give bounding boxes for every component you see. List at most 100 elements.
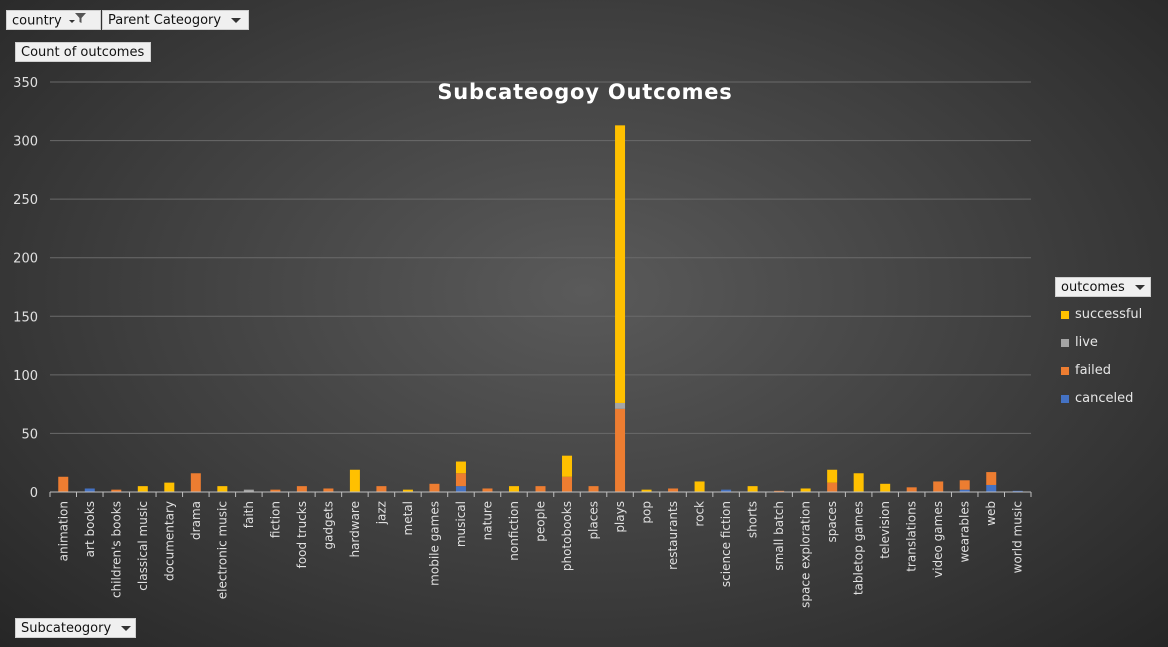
x-tick-label: photobooks: [560, 501, 574, 571]
legend-swatch-failed: [1061, 367, 1069, 375]
x-tick-label: shorts: [746, 501, 760, 538]
x-tick-label: jazz: [374, 501, 388, 525]
parent-category-filter-button[interactable]: Parent Cateogory: [102, 10, 249, 30]
bar-successful: [880, 483, 891, 492]
x-tick-label: television: [878, 501, 892, 559]
axes: 0 50 100 150 200 250 300 350 animation art books c…: [13, 76, 1032, 608]
chevron-down-icon: [121, 626, 132, 631]
x-tick-label: rock: [693, 501, 707, 527]
y-tick-label: 50: [21, 427, 38, 442]
bar-canceled: [986, 484, 997, 492]
x-tick-label: science fiction: [719, 501, 733, 587]
bar-failed: [906, 487, 917, 492]
x-tick-label: web: [984, 501, 998, 526]
legend-item-failed: failed: [1055, 357, 1151, 385]
x-tick-label: mobile games: [427, 501, 441, 586]
x-tick-label: space exploration: [799, 501, 813, 608]
bar-canceled: [455, 486, 466, 492]
bar-failed: [668, 488, 679, 492]
y-tick-label: 0: [30, 486, 38, 501]
x-tick-label: art books: [83, 501, 97, 557]
country-filter-button[interactable]: country: [6, 10, 101, 30]
x-tick-label: food trucks: [295, 501, 309, 568]
bar-successful: [641, 489, 652, 492]
y-tick-label: 350: [13, 76, 38, 91]
bar-live: [615, 402, 626, 409]
x-tick-label: tabletop games: [852, 501, 866, 595]
legend-item-canceled: canceled: [1055, 385, 1151, 413]
subcategory-axis-field-label: Subcateogory: [21, 621, 112, 636]
bar-failed: [429, 483, 440, 492]
x-tick-label: nature: [480, 501, 494, 540]
x-tick-label: metal: [401, 501, 415, 535]
x-tick-label: restaurants: [666, 501, 680, 570]
parent-category-filter-label: Parent Cateogory: [108, 13, 222, 28]
y-tick-label: 250: [13, 193, 38, 208]
bar-canceled: [959, 489, 970, 492]
bar-successful: [508, 486, 519, 492]
chart-title: Subcateogoy Outcomes: [437, 80, 733, 104]
legend-item-successful: successful: [1055, 301, 1151, 329]
x-tick-label: video games: [931, 501, 945, 578]
bar-successful: [217, 486, 228, 492]
chevron-down-icon: [231, 18, 242, 23]
x-tick-label: wearables: [958, 501, 972, 562]
bar-failed: [376, 486, 387, 492]
bar-failed: [270, 489, 281, 492]
bar-successful: [137, 486, 148, 492]
legend-label-successful: successful: [1075, 307, 1143, 322]
bar-failed: [774, 490, 785, 492]
legend-label-live: live: [1075, 335, 1098, 350]
bar-live: [243, 489, 254, 492]
x-tick-label: electronic music: [215, 501, 229, 599]
bar-canceled: [721, 489, 732, 492]
subcategory-axis-field-button[interactable]: Subcateogory: [15, 618, 136, 638]
x-tick-label: musical: [454, 501, 468, 547]
x-tick-label: faith: [242, 501, 256, 528]
outcomes-legend-field-button[interactable]: outcomes: [1055, 277, 1151, 297]
bar-failed: [111, 489, 122, 492]
bar-failed: [323, 488, 334, 492]
y-tick-label: 300: [13, 135, 38, 150]
x-tick-label: fiction: [268, 501, 282, 538]
bar-failed: [296, 486, 307, 492]
x-tick-label: pop: [640, 501, 654, 524]
x-tick-label: classical music: [136, 501, 150, 591]
bar-successful: [827, 469, 838, 483]
x-tick-label: small batch: [772, 501, 786, 571]
chevron-down-icon: [1134, 285, 1145, 290]
y-tick-label: 200: [13, 252, 38, 267]
bar-failed: [455, 473, 466, 487]
value-field-button[interactable]: Count of outcomes: [15, 42, 151, 62]
legend-item-live: live: [1055, 329, 1151, 357]
x-tick-label: drama: [189, 501, 203, 540]
x-tick-label: gadgets: [321, 501, 335, 550]
x-tick-label: plays: [613, 501, 627, 533]
bar-successful: [853, 473, 864, 492]
value-field-label: Count of outcomes: [21, 45, 145, 60]
legend-label-failed: failed: [1075, 363, 1112, 378]
x-tick-label: spaces: [825, 501, 839, 542]
legend-swatch-canceled: [1061, 395, 1069, 403]
legend: outcomes successful live failed canceled: [1055, 277, 1151, 413]
outcomes-legend-field-label: outcomes: [1061, 280, 1125, 295]
bar-failed: [615, 408, 626, 492]
bar-failed: [58, 476, 69, 492]
country-filter-label: country: [12, 13, 62, 29]
bar-successful: [402, 489, 413, 492]
bar-failed: [933, 481, 944, 492]
y-tick-label: 100: [13, 369, 38, 384]
bar-failed: [562, 476, 573, 492]
y-tick-label: 150: [13, 310, 38, 325]
x-tick-label: people: [534, 501, 548, 542]
bar-successful: [615, 125, 626, 403]
legend-label-canceled: canceled: [1075, 391, 1134, 406]
bar-failed: [190, 473, 201, 492]
bar-successful: [164, 482, 175, 492]
bar-successful: [800, 488, 811, 492]
bar-successful: [349, 469, 360, 492]
legend-swatch-successful: [1061, 311, 1069, 319]
bar-canceled: [1012, 490, 1023, 492]
bar-failed: [986, 472, 997, 485]
bar-failed: [827, 482, 838, 492]
